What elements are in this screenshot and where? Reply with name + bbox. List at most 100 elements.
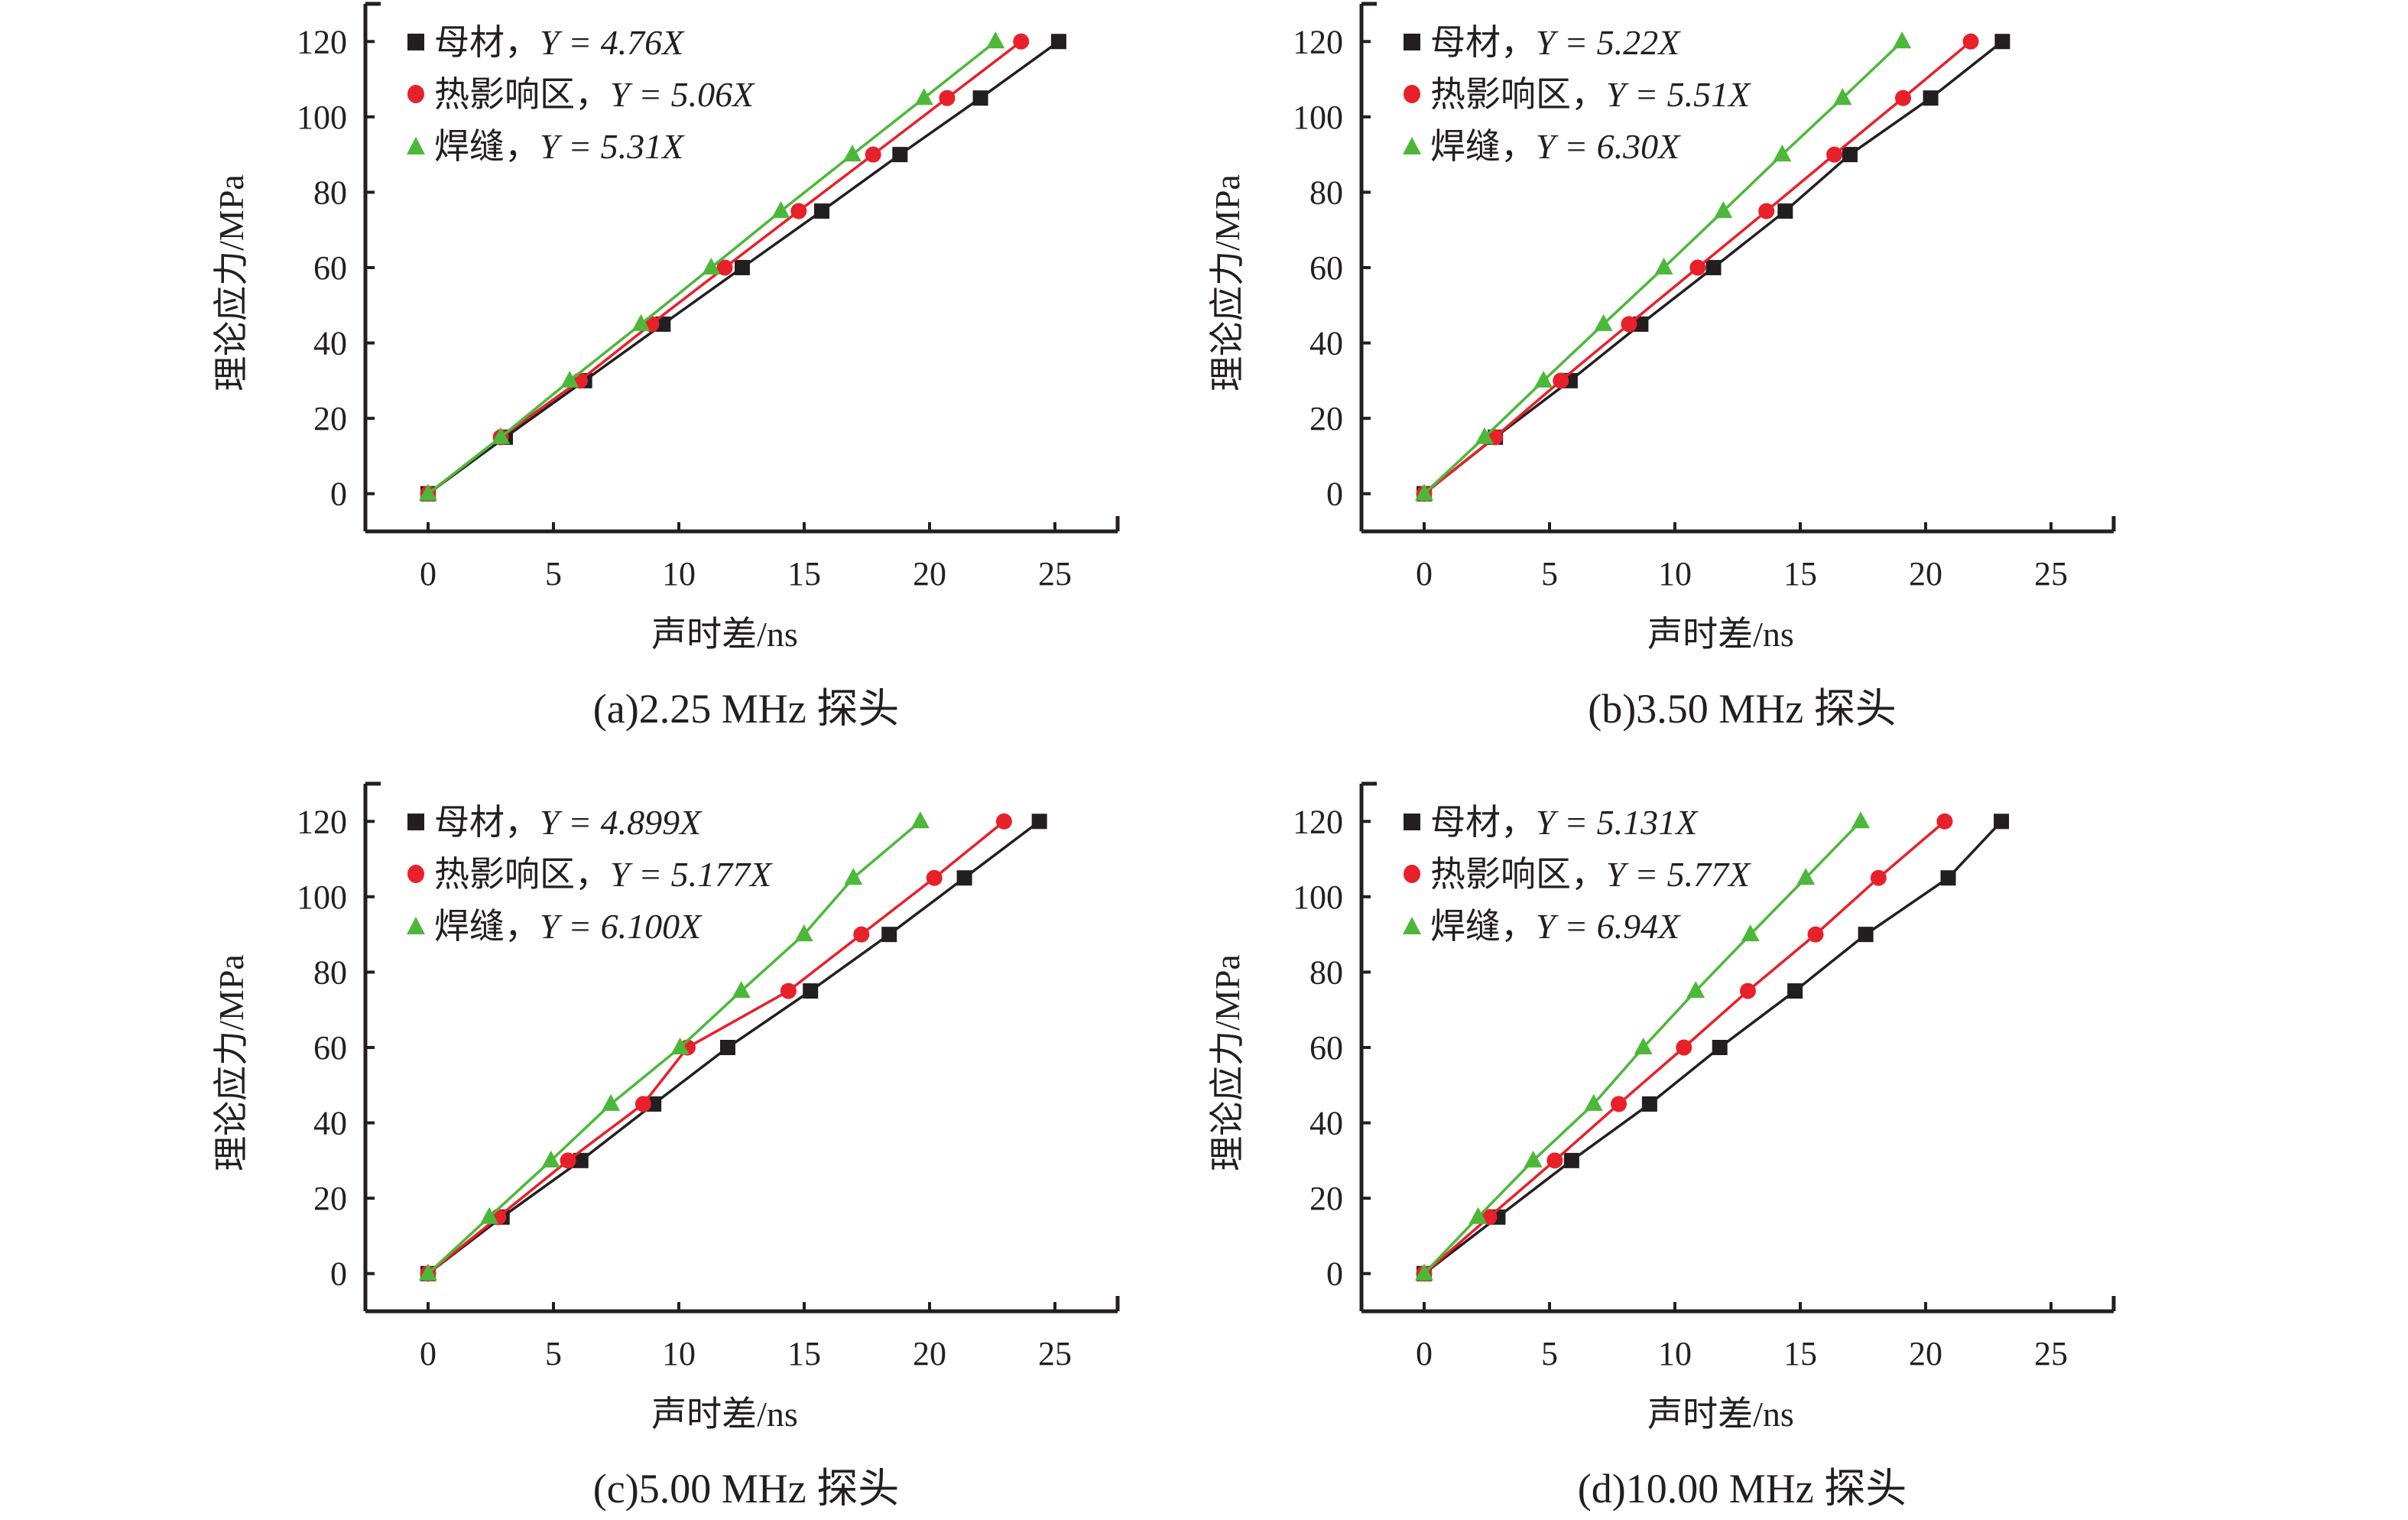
x-tick-label: 15 <box>1783 555 1817 593</box>
data-point-triangle <box>1741 924 1760 942</box>
data-point-triangle <box>560 370 579 388</box>
data-point-circle <box>1013 33 1030 50</box>
legend-triangle-icon <box>407 137 425 154</box>
y-tick-label: 60 <box>1309 1029 1343 1067</box>
y-tick-label: 100 <box>297 879 347 916</box>
legend-item: 焊缝，Y = 5.31X <box>407 127 685 166</box>
data-point-triangle <box>771 201 790 219</box>
data-point-triangle <box>1686 981 1705 999</box>
x-axis-label: 声时差/ns <box>1647 615 1794 654</box>
x-tick-label: 5 <box>1541 1335 1558 1372</box>
data-point-triangle <box>1415 483 1433 501</box>
data-point-circle <box>790 203 807 219</box>
data-point-square <box>1858 927 1874 943</box>
data-point-circle <box>1870 869 1887 886</box>
y-axis-label: 理论应力/MPa <box>212 954 251 1171</box>
data-point-circle <box>853 926 870 943</box>
data-point-square <box>956 870 972 886</box>
legend-label: 焊缝，Y = 6.100X <box>434 907 703 946</box>
data-point-square <box>881 927 897 943</box>
legend-square-icon <box>1404 814 1420 830</box>
y-tick-label: 0 <box>330 1255 347 1293</box>
data-point-triangle <box>1415 1263 1433 1281</box>
data-point-triangle <box>794 924 813 942</box>
data-point-circle <box>560 1152 576 1169</box>
x-tick-label: 15 <box>1783 1335 1817 1372</box>
y-tick-label: 80 <box>1309 174 1343 211</box>
legend-circle-icon <box>1404 865 1420 883</box>
data-point-square <box>1563 1152 1579 1168</box>
data-point-square <box>734 260 750 275</box>
data-point-square <box>655 316 671 332</box>
x-tick-label: 5 <box>1541 555 1558 593</box>
x-tick-label: 0 <box>420 1335 436 1372</box>
legend-circle-icon <box>407 85 424 103</box>
legend-item: 热影响区，Y = 5.51X <box>1404 75 1751 114</box>
x-tick-label: 10 <box>1658 555 1692 593</box>
data-point-circle <box>1676 1039 1692 1056</box>
data-point-triangle <box>631 313 651 331</box>
data-point-square <box>1777 203 1793 219</box>
legend-series-name: 焊缝， <box>1430 127 1536 166</box>
data-point-triangle <box>1893 31 1912 49</box>
legend-equation: Y = 5.06X <box>610 75 755 114</box>
data-point-square <box>803 983 819 999</box>
legend-series-name: 热影响区， <box>1430 75 1606 114</box>
legend-equation: Y = 5.77X <box>1606 855 1751 894</box>
panel-b: 0 20 40 60 80 100 120 0 5 10 15 20 25 声时差/ns 理论应力/MPa (… <box>1208 2 2116 732</box>
y-tick-label: 80 <box>313 174 347 211</box>
data-point-triangle <box>1796 868 1816 885</box>
y-axis-label: 理论应力/MPa <box>212 174 251 391</box>
data-point-triangle <box>914 88 933 106</box>
legend-item: 热影响区，Y = 5.06X <box>407 75 755 114</box>
data-point-circle <box>1553 372 1569 389</box>
x-tick-label: 20 <box>913 1335 946 1372</box>
legend-label: 热影响区，Y = 5.51X <box>1430 75 1751 114</box>
y-tick-label: 120 <box>1293 23 1343 60</box>
data-point-square <box>1787 983 1803 999</box>
legend-item: 热影响区，Y = 5.77X <box>1404 855 1751 894</box>
y-tick-label: 40 <box>1309 325 1343 362</box>
legend-item: 热影响区，Y = 5.177X <box>407 855 773 894</box>
x-tick-label: 10 <box>662 555 696 593</box>
data-point-circle <box>995 813 1012 830</box>
data-point-circle <box>780 982 797 999</box>
data-point-square <box>1633 316 1649 332</box>
data-point-circle <box>1962 33 1979 50</box>
legend-equation: Y = 6.100X <box>540 907 703 946</box>
data-point-square <box>1994 34 2010 50</box>
legend-triangle-icon <box>1403 917 1421 934</box>
x-tick-label: 0 <box>420 555 436 593</box>
x-tick-label: 5 <box>545 555 562 593</box>
data-point-triangle <box>670 1038 690 1054</box>
x-tick-label: 20 <box>913 555 946 593</box>
x-tick-label: 15 <box>787 1335 821 1372</box>
data-point-circle <box>1807 926 1824 943</box>
legend-item: 焊缝，Y = 6.100X <box>407 907 703 946</box>
data-point-square <box>1705 260 1722 275</box>
legend-series-name: 母材， <box>434 23 540 62</box>
data-point-triangle <box>492 427 511 444</box>
data-point-triangle <box>1524 1150 1543 1168</box>
legend-label: 焊缝，Y = 6.30X <box>1430 127 1681 166</box>
panel-c: 0 20 40 60 80 100 120 0 5 10 15 20 25 声时差/ns 理论应力/MPa (… <box>212 781 1120 1512</box>
data-point-square <box>1050 34 1066 50</box>
legend-equation: Y = 4.899X <box>540 803 703 842</box>
legend-equation: Y = 6.30X <box>1536 127 1681 166</box>
legend-label: 热影响区，Y = 5.06X <box>434 75 755 114</box>
legend-equation: Y = 5.131X <box>1536 803 1699 842</box>
legend-series-name: 焊缝， <box>434 907 540 946</box>
x-tick-label: 10 <box>1658 1335 1692 1372</box>
data-point-triangle <box>1594 313 1613 331</box>
legend: 母材，Y = 4.76X 热影响区，Y = 5.06X 焊缝，Y = 5.31X <box>407 23 755 166</box>
y-tick-label: 100 <box>297 99 347 136</box>
y-tick-label: 100 <box>1293 99 1343 136</box>
data-point-circle <box>865 146 881 163</box>
data-point-triangle <box>1654 258 1673 274</box>
y-tick-label: 60 <box>313 249 347 287</box>
panel-caption: (a)2.25 MHz 探头 <box>593 686 899 732</box>
y-tick-label: 120 <box>297 23 347 60</box>
legend-series-name: 热影响区， <box>434 855 610 894</box>
y-tick-label: 100 <box>1293 879 1343 916</box>
